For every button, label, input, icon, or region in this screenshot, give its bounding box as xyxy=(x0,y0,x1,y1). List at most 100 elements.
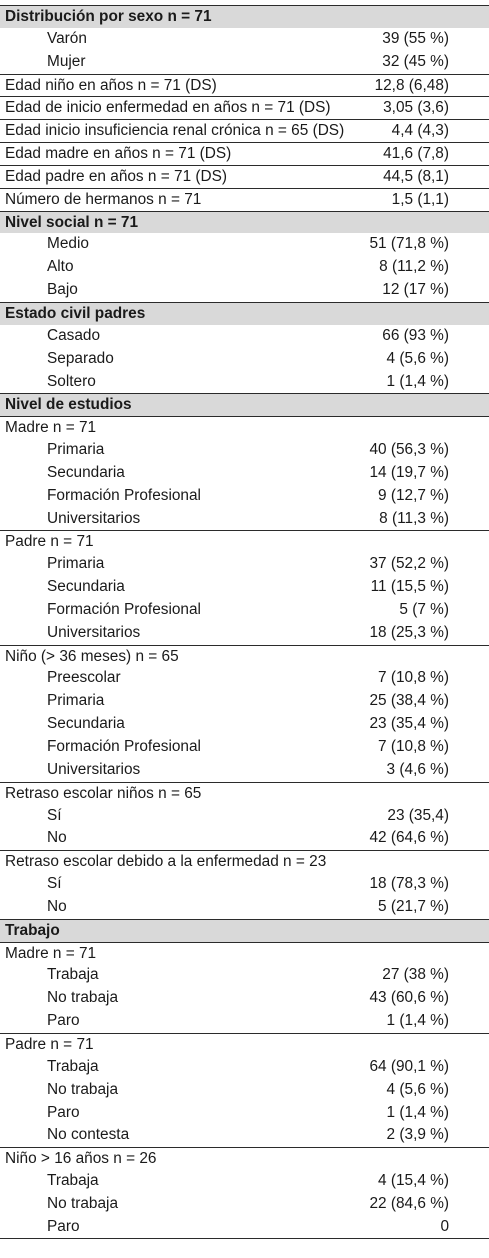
row-value: 2 (3,9 %) xyxy=(386,1126,449,1144)
row-label: Bajo xyxy=(47,281,78,299)
table-row: Medio 51 (71,8 %) xyxy=(0,233,489,256)
subgroup-row: Padre n = 71 xyxy=(0,1032,489,1056)
section-header-row: Distribución por sexo n = 71 xyxy=(0,5,489,28)
row-label: Paro xyxy=(47,1012,80,1030)
row-value: 32 (45 %) xyxy=(382,52,449,70)
table-row: No 42 (64,6 %) xyxy=(0,827,489,850)
row-label: Estado civil padres xyxy=(5,304,146,322)
row-value: 18 (25,3 %) xyxy=(369,623,449,641)
row-value: 1,5 (1,1) xyxy=(391,190,449,208)
table-row: Separado 4 (5,6 %) xyxy=(0,348,489,371)
row-value: 7 (10,8 %) xyxy=(377,669,449,687)
row-label: Niño (> 36 meses) n = 65 xyxy=(5,647,179,665)
table-row: Bajo 12 (17 %) xyxy=(0,279,489,302)
row-label: No trabaja xyxy=(47,1080,119,1098)
table-row: Alto 8 (11,2 %) xyxy=(0,256,489,279)
row-label: Formación Profesional xyxy=(47,738,201,755)
row-value: 12 (17 %) xyxy=(382,281,449,299)
subgroup-row: Padre n = 71 xyxy=(0,530,489,553)
row-value: 5 (7 %) xyxy=(399,600,449,618)
row-label: Sí xyxy=(47,806,62,824)
row-label: Madre n = 71 xyxy=(5,944,97,962)
subgroup-row: Edad de inicio enfermedad en años n = 71… xyxy=(0,96,489,119)
subgroup-row: Número de hermanos n = 71 1,5 (1,1) xyxy=(0,187,489,211)
row-label: Trabaja xyxy=(47,1057,99,1075)
subgroup-row: Niño > 16 años n = 26 xyxy=(0,1147,489,1170)
row-value: 11 (15,5 %) xyxy=(370,578,449,596)
row-value: 1 (1,4 %) xyxy=(386,372,449,390)
row-value: 41,6 (7,8) xyxy=(383,145,449,163)
row-value: 3 (4,6 %) xyxy=(386,760,449,778)
row-label: Secundaria xyxy=(47,578,125,596)
section-header-row: Estado civil padres xyxy=(0,301,489,325)
row-label: Formación Profesional xyxy=(47,486,201,504)
subgroup-row: Retraso escolar debido a la enfermedad n… xyxy=(0,850,489,873)
row-value: 37 (52,2 %) xyxy=(369,555,449,573)
row-label: Paro xyxy=(47,1217,80,1235)
table-row: Soltero 1 (1,4 %) xyxy=(0,371,489,394)
row-value: 27 (38 %) xyxy=(382,966,449,984)
table-row: Trabaja 4 (15,4 %) xyxy=(0,1170,489,1193)
section-header-row: Trabajo xyxy=(0,918,489,942)
table-row: Sí 18 (78,3 %) xyxy=(0,873,489,896)
table-row: No trabaja 4 (5,6 %) xyxy=(0,1079,489,1102)
table-row: No contesta 2 (3,9 %) xyxy=(0,1124,489,1147)
row-label: Varón xyxy=(47,29,87,47)
table-row: Preescolar 7 (10,8 %) xyxy=(0,667,489,690)
row-label: Edad niño en años n = 71 (DS) xyxy=(5,76,217,94)
row-value: 40 (56,3 %) xyxy=(369,441,449,459)
table-row: Universitarios 8 (11,3 %) xyxy=(0,508,489,531)
row-value: 42 (64,6 %) xyxy=(369,829,449,847)
row-label: Edad de inicio enfermedad en años n = 71… xyxy=(5,99,331,117)
row-label: Nivel social n = 71 xyxy=(5,213,139,231)
subgroup-row: Niño (> 36 meses) n = 65 xyxy=(0,644,489,668)
row-value: 25 (38,4 %) xyxy=(369,692,449,710)
subgroup-row: Madre n = 71 xyxy=(0,416,489,439)
row-label: Casado xyxy=(47,326,101,344)
table-row: No trabaja 43 (60,6 %) xyxy=(0,987,489,1010)
row-value: 8 (11,2 %) xyxy=(379,258,449,276)
row-label: Universitarios xyxy=(47,509,141,527)
row-value: 8 (11,3 %) xyxy=(379,509,449,527)
table-row: Trabaja 27 (38 %) xyxy=(0,964,489,987)
subgroup-row: Madre n = 71 xyxy=(0,941,489,965)
row-value: 5 (21,7 %) xyxy=(377,897,449,915)
row-label: Madre n = 71 xyxy=(5,419,97,437)
table-row: Paro 1 (1,4 %) xyxy=(0,1102,489,1125)
subgroup-row: Retraso escolar niños n = 65 xyxy=(0,781,489,805)
row-value: 1 (1,4 %) xyxy=(386,1103,449,1121)
table-row: Primaria 37 (52,2 %) xyxy=(0,553,489,576)
row-value: 12,8 (6,48) xyxy=(374,76,449,94)
table-row: Trabaja 64 (90,1 %) xyxy=(0,1056,489,1079)
row-value: 0 xyxy=(440,1217,449,1235)
row-label: Edad padre en años n = 71 (DS) xyxy=(5,167,228,185)
row-value: 4 (5,6 %) xyxy=(386,1080,449,1098)
row-value: 4 (5,6 %) xyxy=(386,349,449,367)
row-label: Universitarios xyxy=(47,760,141,778)
row-label: No trabaja xyxy=(47,1194,119,1212)
table-row: Paro 0 xyxy=(0,1216,489,1239)
row-label: Paro xyxy=(47,1103,80,1121)
row-value: 3,05 (3,6) xyxy=(383,99,449,117)
table-row: Primaria 25 (38,4 %) xyxy=(0,690,489,713)
row-value: 66 (93 %) xyxy=(382,326,449,344)
row-value: 39 (55 %) xyxy=(382,29,449,47)
row-label: Sí xyxy=(47,875,62,893)
table-row: Secundaria 11 (15,5 %) xyxy=(0,576,489,599)
row-value: 23 (35,4) xyxy=(387,806,449,824)
table-row: Universitarios 18 (25,3 %) xyxy=(0,622,489,645)
table-row: Formación Profesional 7 (10,8 %) xyxy=(0,736,489,759)
table-row: Universitarios 3 (4,6 %) xyxy=(0,759,489,782)
row-value: 51 (71,8 %) xyxy=(369,235,449,253)
row-label: Retraso escolar niños n = 65 xyxy=(5,784,202,802)
table-row: Mujer 32 (45 %) xyxy=(0,51,489,74)
row-value: 43 (60,6 %) xyxy=(369,989,449,1007)
row-label: Separado xyxy=(47,349,114,367)
table-row: Primaria 40 (56,3 %) xyxy=(0,439,489,462)
row-value: 44,5 (8,1) xyxy=(383,167,449,185)
row-value: 4,4 (4,3) xyxy=(391,122,449,140)
row-label: Nivel de estudios xyxy=(5,396,132,414)
row-label: Primaria xyxy=(47,555,105,573)
table-row: No 5 (21,7 %) xyxy=(0,896,489,919)
